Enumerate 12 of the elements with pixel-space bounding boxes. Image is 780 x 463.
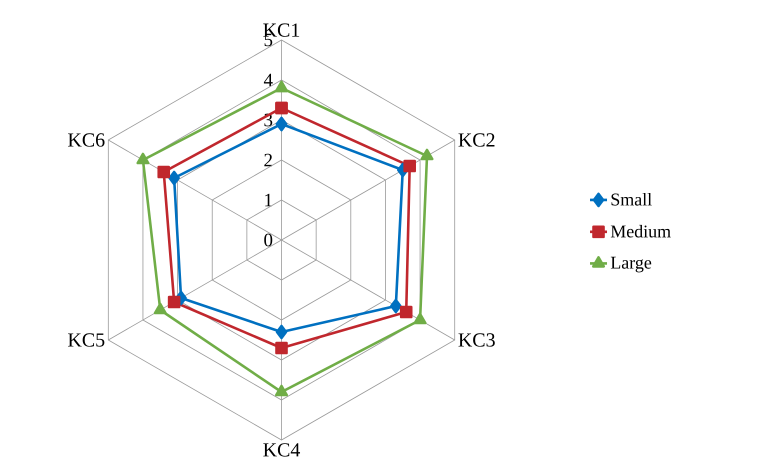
spoke-label: KC5 <box>68 333 104 347</box>
legend-label: Large <box>610 256 652 272</box>
spoke-label: KC2 <box>458 133 494 147</box>
legend-label: Small <box>612 192 652 206</box>
y-tick-label: 2 <box>264 154 272 166</box>
y-tick-label: 0 <box>264 234 272 246</box>
y-tick-label: 1 <box>265 194 272 206</box>
legend-label: Medium <box>610 224 671 238</box>
spoke-label: KC6 <box>68 133 105 147</box>
spoke-label: KC4 <box>263 443 300 457</box>
y-tick-label: 4 <box>264 74 273 86</box>
spoke-label: KC3 <box>458 333 495 347</box>
